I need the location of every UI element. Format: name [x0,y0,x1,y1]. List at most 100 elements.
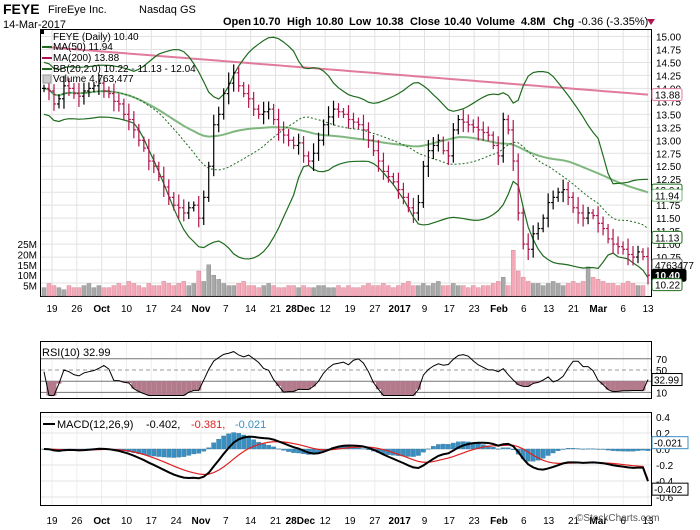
macd-histogram-bar [131,448,137,453]
macd-histogram-bar [271,446,276,450]
price-bar [536,222,541,240]
macd-histogram-bar [176,448,182,458]
price-panel-frame [40,29,652,297]
rsi-oversold-fill [46,381,52,396]
macd-histogram-bar [416,448,421,456]
volume-bar [550,281,556,297]
x-tick-label: 26 [71,304,83,315]
volume-bar [91,287,97,297]
volume-bar [146,283,152,297]
rsi-oversold-fill [385,381,391,396]
price-bar [61,75,66,109]
volume-bar [416,285,421,297]
macd-histogram-bar [565,448,571,450]
macd-tick-label: 0.4 [656,413,670,424]
price-bar [606,224,611,244]
volume-bar [471,285,476,297]
macd-histogram-bar [555,448,561,451]
volume-bar [635,285,641,297]
volume-bar [221,283,226,297]
open-value: 10.70 [253,16,281,28]
price-bar [141,136,146,152]
price-bar [241,82,246,98]
volume-bar [126,281,132,297]
bb-middle-line [43,87,649,229]
volume-bar [510,249,516,297]
rsi-oversold-fill [151,381,157,396]
price-bar [166,179,171,206]
volume-bar [525,281,531,297]
price-bar [306,151,311,166]
rsi-oversold-fill [390,381,396,396]
x-tick-label: 17 [444,304,456,315]
price-bar [246,84,251,108]
macd-value-tag [651,482,689,496]
rsi-oversold-fill [620,381,626,391]
x-tick-label: 13 [543,304,555,315]
price-bar [106,86,111,99]
volume-bar [111,285,117,297]
price-bar [491,131,496,150]
price-bar [376,139,381,172]
volume-bar [101,287,107,297]
price-bar [271,103,276,125]
x-tick-label: 12 [320,304,332,315]
x-tick-label-bottom: 19 [46,516,58,527]
price-bar [366,122,371,148]
price-bar [66,78,71,97]
price-tick-label: 14.75 [656,45,681,56]
rsi-oversold-fill [520,381,526,387]
macd-histogram-bar [560,448,566,450]
rsi-oversold-fill [535,381,541,383]
price-bar [256,104,261,119]
rsi-oversold-fill [301,381,307,390]
price-bar [511,119,516,172]
macd-histogram-bar [540,448,546,459]
price-bar [261,101,266,125]
rsi-oversold-fill [525,381,531,387]
macd-histogram-bar [266,445,271,450]
macd-histogram-bar [615,448,621,452]
volume-bar [615,285,621,297]
macd-histogram-bar [206,447,212,450]
price-tick-label: 12.75 [656,149,681,160]
macd-histogram-bar [171,448,177,458]
macd-histogram-bar [590,448,596,450]
volume-tick-label: 25M [18,240,37,251]
volume-bar [201,281,206,297]
price-tag-label: 11.94 [655,191,680,202]
price-bar [551,190,556,210]
price-bar [236,66,241,92]
price-bar [426,139,431,177]
macd-histogram-bar [291,448,296,453]
volume-value: 4.8M [521,16,545,28]
macd-histogram-bar [575,448,581,450]
price-bar [526,233,531,261]
rsi-oversold-fill [375,381,381,390]
price-bar [171,192,176,211]
price-bar [371,134,376,156]
macd-histogram-bar [500,447,506,450]
volume-bar [436,281,441,297]
rsi-oversold-fill [171,381,177,396]
price-bar [351,112,356,129]
x-tick-label-bottom: 19 [344,516,356,527]
x-tick-label-bottom: 17 [444,516,456,527]
rsi-oversold-fill [615,381,621,392]
macd-signal-line [43,441,649,480]
price-bar [576,197,581,224]
volume-bar [276,287,281,297]
volume-bar [166,283,172,297]
price-bar [436,134,441,152]
volume-label: Volume [476,16,515,28]
volume-bar [296,287,301,297]
volume-bar [76,287,82,297]
price-tag-box [651,278,683,292]
x-tick-label: 21 [270,304,282,315]
price-bar [601,216,606,236]
price-bar [631,246,636,266]
volume-bar [41,287,47,297]
price-bar [276,108,281,141]
price-bar [636,245,641,264]
